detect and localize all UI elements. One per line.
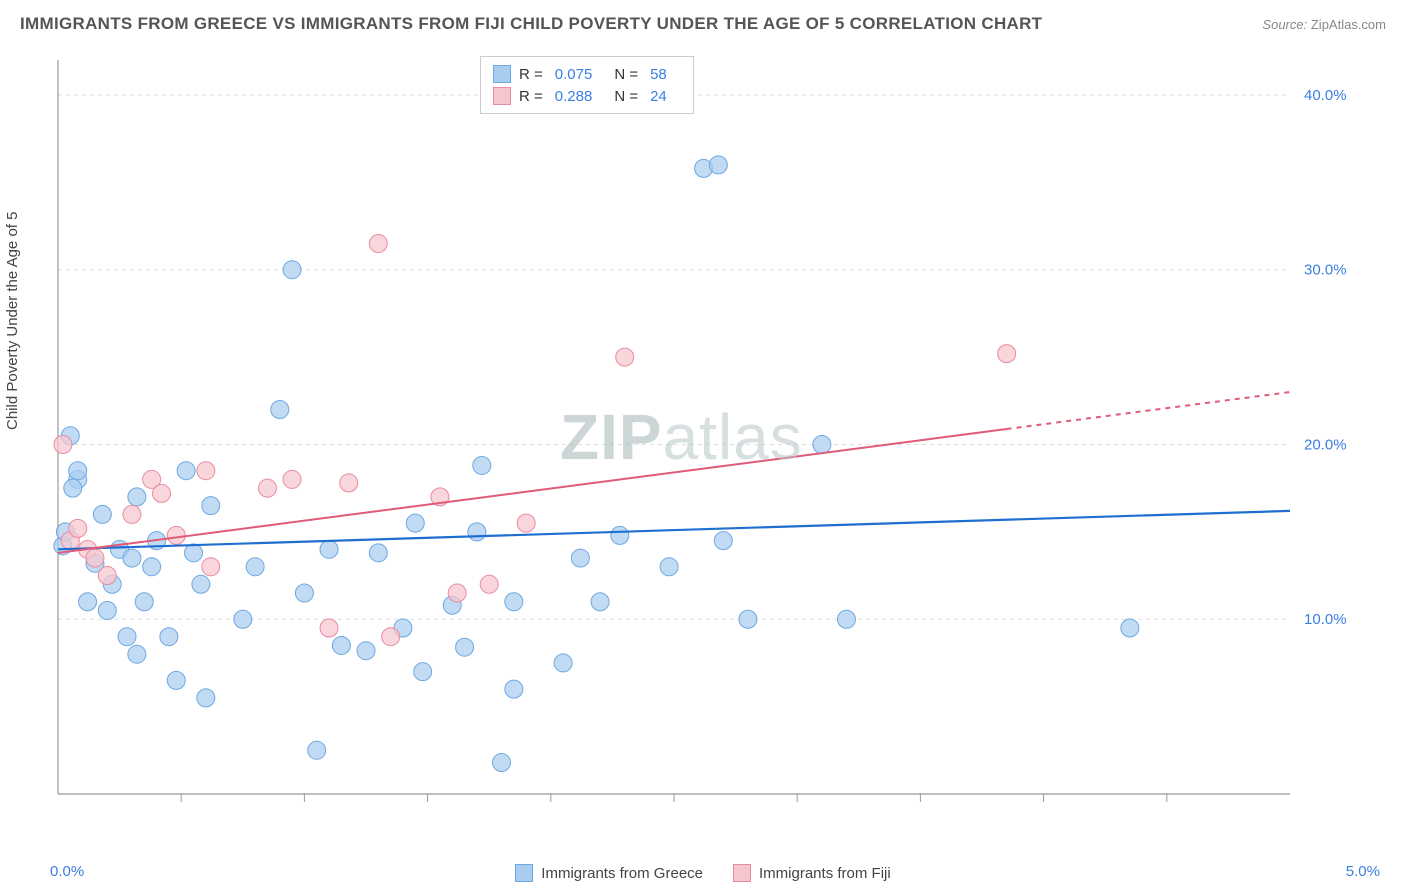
svg-text:10.0%: 10.0% <box>1304 611 1347 628</box>
scatter-plot: 10.0% 20.0% 30.0% 40.0% <box>50 54 1360 824</box>
legend-item-fiji: Immigrants from Fiji <box>733 864 891 882</box>
swatch-greece <box>515 864 533 882</box>
series-legend: Immigrants from Greece Immigrants from F… <box>0 864 1406 882</box>
legend-item-greece: Immigrants from Greece <box>515 864 703 882</box>
n-value-greece: 58 <box>650 66 667 83</box>
source-name: ZipAtlas.com <box>1311 17 1386 32</box>
r-value-greece: 0.075 <box>555 66 593 83</box>
n-value-fiji: 24 <box>650 88 667 105</box>
swatch-greece <box>493 65 511 83</box>
r-value-fiji: 0.288 <box>555 88 593 105</box>
swatch-fiji <box>493 87 511 105</box>
svg-text:40.0%: 40.0% <box>1304 87 1347 104</box>
r-label: R = <box>519 88 543 105</box>
swatch-fiji <box>733 864 751 882</box>
correlation-legend: R = 0.075 N = 58 R = 0.288 N = 24 <box>480 56 694 114</box>
source-label: Source: <box>1262 17 1307 32</box>
legend-row-greece: R = 0.075 N = 58 <box>493 63 681 85</box>
source-credit: Source: ZipAtlas.com <box>1262 17 1386 32</box>
svg-text:30.0%: 30.0% <box>1304 262 1347 279</box>
legend-row-fiji: R = 0.288 N = 24 <box>493 85 681 107</box>
svg-text:20.0%: 20.0% <box>1304 436 1347 453</box>
n-label: N = <box>614 66 638 83</box>
legend-label-greece: Immigrants from Greece <box>541 865 703 882</box>
chart-svg: 10.0% 20.0% 30.0% 40.0% <box>50 54 1360 824</box>
legend-label-fiji: Immigrants from Fiji <box>759 865 891 882</box>
chart-title: IMMIGRANTS FROM GREECE VS IMMIGRANTS FRO… <box>20 14 1042 34</box>
y-axis-label: Child Poverty Under the Age of 5 <box>4 212 21 430</box>
n-label: N = <box>614 88 638 105</box>
r-label: R = <box>519 66 543 83</box>
